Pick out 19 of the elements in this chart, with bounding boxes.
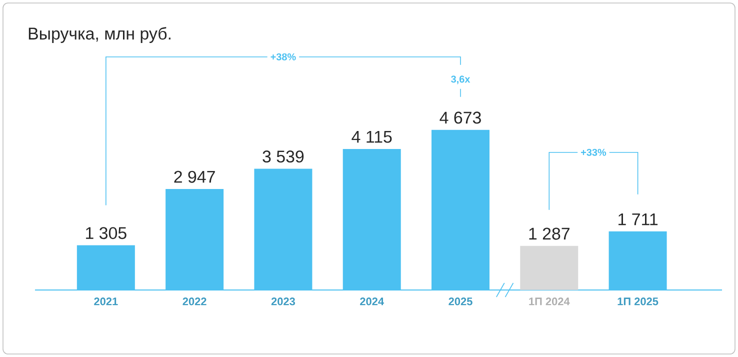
x-tick-label: 1П 2025 bbox=[618, 298, 658, 306]
data-label: 2 947 bbox=[174, 170, 215, 183]
x-tick-label: 2022 bbox=[182, 298, 206, 306]
text: 3,6x bbox=[451, 76, 470, 84]
data-label: 1 711 bbox=[618, 214, 658, 226]
data-label: 1 305 bbox=[86, 227, 126, 240]
data-label: 4 673 bbox=[440, 112, 481, 124]
data-label: 1 287 bbox=[529, 228, 570, 240]
x-tick-label: 2023 bbox=[271, 298, 296, 306]
x-tick-label: 2021 bbox=[94, 298, 118, 306]
text: +38% bbox=[270, 53, 296, 60]
x-tick-label: 2025 bbox=[448, 298, 472, 306]
data-label: 4 115 bbox=[352, 130, 392, 143]
bar bbox=[520, 246, 578, 290]
x-tick-label: 2024 bbox=[360, 298, 384, 306]
annotation: +33% bbox=[581, 148, 606, 156]
data-label: 3 539 bbox=[262, 150, 304, 163]
chart-title: Выручка, млн руб. bbox=[28, 27, 170, 43]
x-tick-label: 1П 2024 bbox=[529, 298, 570, 306]
